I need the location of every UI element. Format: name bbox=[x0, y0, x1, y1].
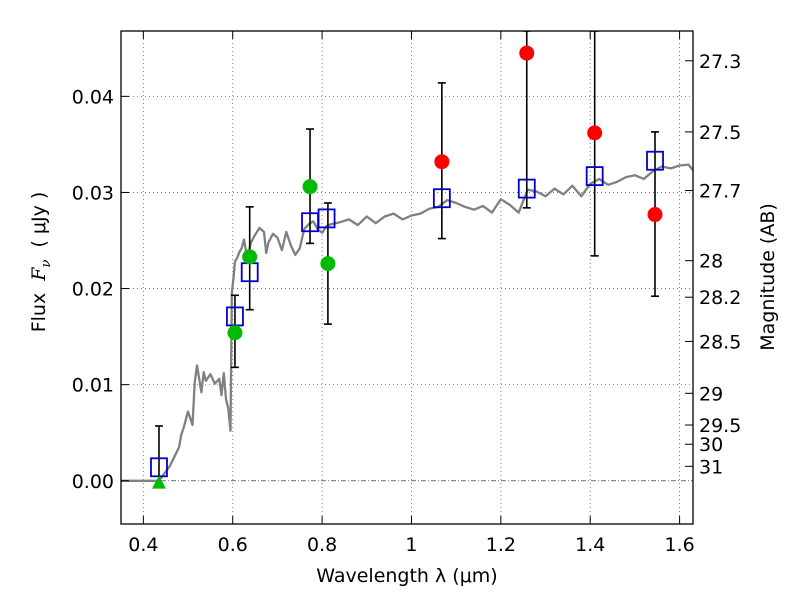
red-data-point bbox=[647, 207, 663, 223]
y-tick-label: 0.03 bbox=[72, 182, 114, 204]
y-tick-label: 0.00 bbox=[72, 471, 114, 493]
axis-ticks: 0.4 0.6 0.8 1 1.2 1.4 1.6 0.00 0.01 0.02 0.03 0.04 2… bbox=[72, 31, 741, 556]
magnitude-tick-label: 30 bbox=[699, 434, 723, 456]
green-data-point bbox=[320, 256, 336, 272]
magnitude-tick-label: 28.5 bbox=[699, 331, 741, 353]
magnitude-tick-label: 31 bbox=[699, 456, 723, 478]
model-square-point bbox=[517, 178, 536, 199]
y-tick-label: 0.02 bbox=[72, 279, 114, 301]
y-tick-label: 0.01 bbox=[72, 375, 114, 397]
x-axis-label: Wavelength λ (μm) bbox=[316, 565, 497, 587]
template-spectrum-line bbox=[121, 163, 693, 482]
magnitude-tick-label: 29.5 bbox=[699, 415, 741, 437]
magnitude-tick-label: 27.3 bbox=[699, 51, 741, 73]
model-square-point bbox=[432, 188, 451, 209]
magnitude-tick-label: 29 bbox=[699, 383, 723, 405]
x-tick-label: 1 bbox=[405, 534, 417, 556]
model-square-point bbox=[646, 150, 664, 171]
model-square-point bbox=[317, 208, 336, 229]
green-limit-triangle bbox=[151, 475, 166, 489]
x-tick-label: 1.6 bbox=[664, 534, 694, 556]
red-data-point bbox=[519, 45, 535, 61]
red-data-point bbox=[587, 125, 603, 141]
magnitude-tick-label: 28.2 bbox=[699, 287, 741, 309]
plot-frame bbox=[120, 30, 694, 525]
x-tick-label: 0.4 bbox=[128, 534, 158, 556]
model-square-point bbox=[585, 166, 604, 187]
plot-area bbox=[121, 31, 693, 489]
grid bbox=[121, 31, 693, 524]
x-tick-label: 0.6 bbox=[218, 534, 248, 556]
y-axis-label: Flux Fν ( μJy ) bbox=[28, 192, 54, 333]
magnitude-tick-label: 27.5 bbox=[699, 122, 741, 144]
x-tick-label: 1.2 bbox=[486, 534, 516, 556]
red-data-point bbox=[434, 154, 450, 170]
x-tick-label: 0.8 bbox=[307, 534, 337, 556]
y2-axis-label: Magnitude (AB) bbox=[757, 203, 779, 351]
magnitude-tick-label: 28 bbox=[699, 251, 723, 273]
green-data-point bbox=[302, 179, 318, 195]
green-data-point bbox=[242, 249, 258, 265]
y-tick-label: 0.04 bbox=[72, 86, 114, 108]
magnitude-tick-label: 27.7 bbox=[699, 181, 741, 203]
green-data-point bbox=[227, 325, 243, 341]
x-tick-label: 1.4 bbox=[575, 534, 605, 556]
